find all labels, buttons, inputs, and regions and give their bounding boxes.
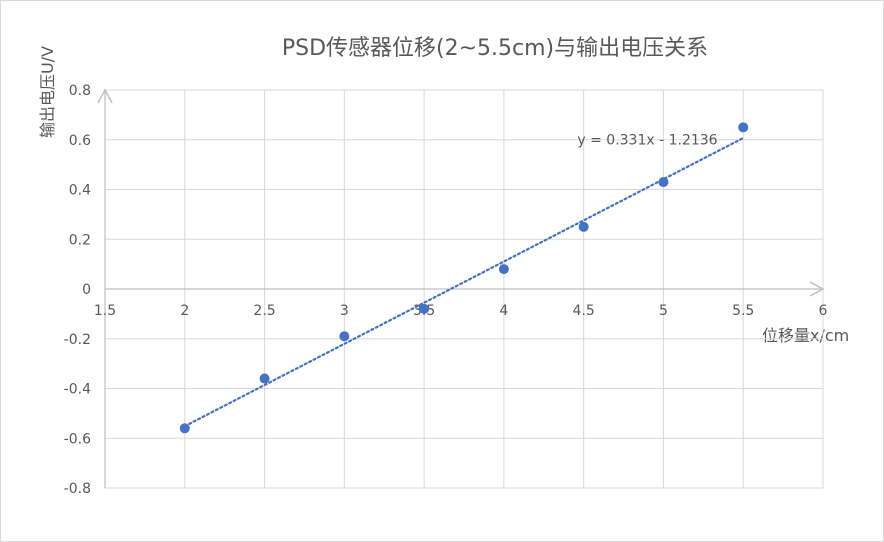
x-tick-label: 5 [659, 303, 668, 319]
data-point [179, 423, 190, 434]
data-points [179, 122, 749, 434]
x-tick-labels: 1.522.533.544.555.56 [94, 303, 828, 319]
trendline-group [183, 136, 745, 428]
y-tick-label: -0.2 [64, 332, 91, 348]
y-tick-label: 0.6 [69, 133, 91, 149]
x-tick-label: 2.5 [253, 303, 275, 319]
data-point [498, 264, 509, 275]
y-tick-label: 0.8 [69, 83, 91, 99]
x-tick-label: 4.5 [573, 303, 595, 319]
y-tick-label: 0 [82, 282, 91, 298]
axes [97, 88, 825, 488]
data-point [259, 373, 270, 384]
y-tick-label: -0.6 [64, 431, 91, 447]
y-axis-arrow [97, 88, 113, 104]
x-tick-label: 5.5 [732, 303, 754, 319]
x-tick-label: 2 [180, 303, 189, 319]
trendline-equation: y = 0.331x - 1.2136 [577, 133, 717, 149]
x-tick-label: 6 [819, 303, 828, 319]
y-tick-label: -0.8 [64, 481, 91, 497]
trendline [183, 136, 745, 428]
y-tick-labels: 0.8 0.6 0.4 0.2 0 -0.2 -0.4 -0.6 -0.8 [64, 83, 91, 497]
data-point [658, 177, 669, 188]
x-tick-label: 4 [499, 303, 508, 319]
data-point [738, 122, 749, 133]
y-tick-label: 0.2 [69, 232, 91, 248]
y-tick-label: -0.4 [64, 382, 91, 398]
data-point [419, 303, 430, 314]
x-axis-title: 位移量x/cm [762, 326, 850, 345]
x-tick-label: 3 [340, 303, 349, 319]
data-point [578, 221, 589, 232]
x-tick-label: 1.5 [94, 303, 116, 319]
y-tick-label: 0.4 [69, 183, 91, 199]
x-axis-arrow [809, 281, 825, 297]
data-point [339, 331, 350, 342]
chart-title: PSD传感器位移(2~5.5cm)与输出电压关系 [281, 36, 709, 61]
